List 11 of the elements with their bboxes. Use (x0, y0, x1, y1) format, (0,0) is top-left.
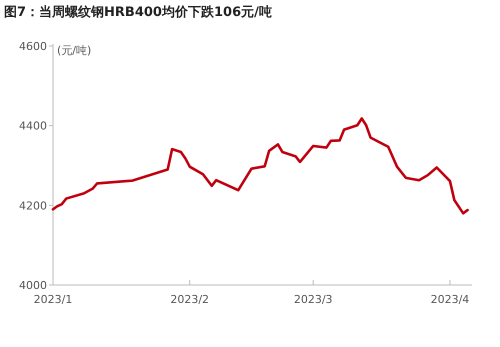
y-tick-label: 4200 (19, 199, 47, 212)
y-tick-label: 4400 (19, 120, 47, 133)
x-tick-label: 2023/3 (294, 293, 333, 306)
chart-title: 图7：当周螺纹钢HRB400均价下跌106元/吨 (4, 4, 272, 20)
x-tick-label: 2023/2 (170, 293, 210, 306)
y-tick-label: 4000 (19, 279, 47, 292)
y-axis-title: (元/吨) (57, 44, 92, 57)
y-tick-label: 4600 (19, 40, 47, 53)
x-tick-label: 2023/4 (430, 293, 470, 306)
line-series (52, 117, 469, 215)
x-tick-label: 2023/1 (34, 293, 72, 306)
